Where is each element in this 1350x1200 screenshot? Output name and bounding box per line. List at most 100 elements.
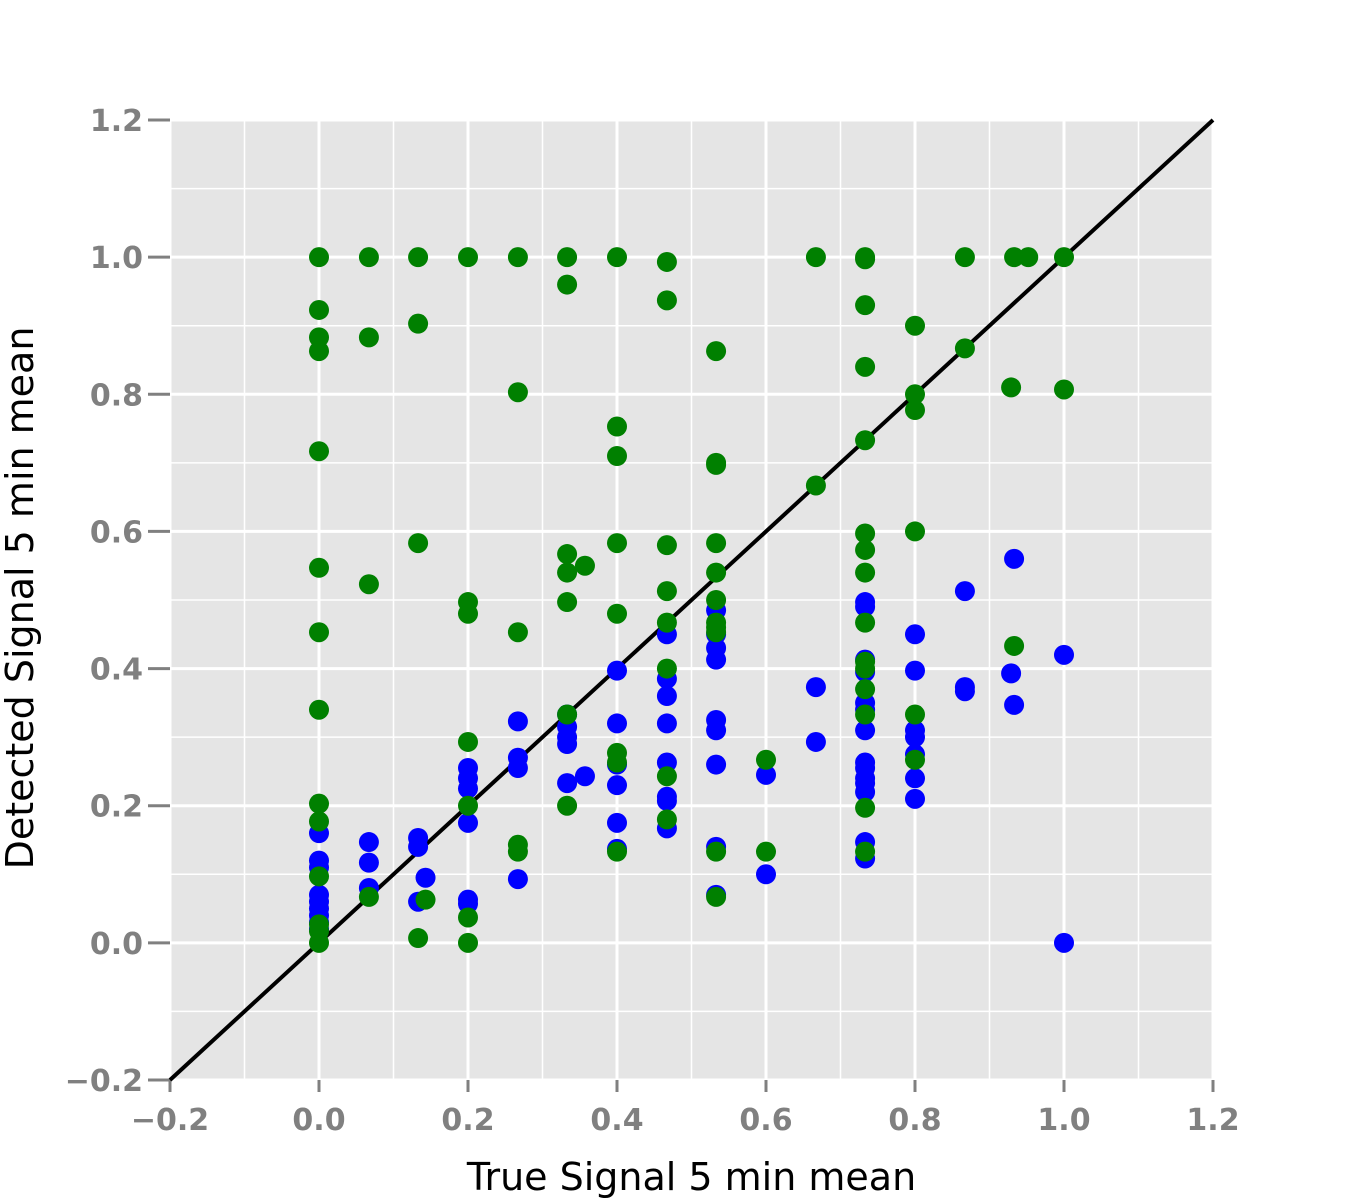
y-axis-label: Detected Signal 5 min mean (0, 327, 42, 870)
data-point (1004, 247, 1025, 268)
data-point (408, 247, 429, 268)
y-tick-label: 0.6 (90, 515, 143, 550)
data-point (805, 475, 826, 496)
data-point (855, 295, 876, 316)
data-point (607, 841, 627, 862)
data-point (756, 764, 776, 785)
data-point (706, 533, 727, 554)
data-point (309, 932, 329, 953)
data-point (855, 562, 876, 583)
data-point (507, 869, 528, 890)
data-point (458, 907, 478, 928)
data-point (415, 867, 436, 888)
data-point (656, 752, 677, 773)
data-point (557, 544, 578, 565)
data-point (855, 523, 876, 544)
data-point (557, 592, 578, 613)
data-point (358, 247, 379, 268)
data-point (607, 446, 627, 466)
data-point (805, 677, 826, 698)
data-point (954, 681, 975, 702)
data-point (507, 382, 528, 403)
data-point (855, 841, 876, 862)
data-point (656, 612, 677, 633)
data-point (408, 533, 429, 554)
data-point (706, 754, 727, 775)
data-point (656, 251, 677, 272)
data-point (358, 327, 379, 348)
y-tick-label: 0.0 (90, 927, 143, 962)
x-tick-label: 1.2 (1186, 1103, 1239, 1138)
data-point (656, 713, 677, 734)
data-point (656, 766, 677, 787)
data-point (706, 341, 727, 362)
data-point (1018, 247, 1039, 268)
data-point (706, 622, 727, 643)
series-1 (309, 247, 1074, 953)
data-point (358, 832, 379, 853)
data-point (756, 841, 776, 862)
x-tick-label: −0.2 (131, 1103, 209, 1138)
data-point (458, 893, 478, 914)
data-point (855, 356, 876, 377)
data-point (607, 533, 627, 554)
data-point (905, 660, 925, 681)
data-point (458, 247, 478, 268)
data-point (574, 555, 595, 576)
data-point (309, 793, 329, 814)
data-point (905, 704, 925, 725)
data-point (309, 247, 329, 268)
data-point (706, 886, 727, 907)
data-point (557, 247, 578, 268)
data-point (905, 521, 925, 542)
x-tick-label: 0.8 (888, 1103, 941, 1138)
data-point (805, 731, 826, 752)
y-tick-label: −0.2 (65, 1064, 143, 1099)
data-point (309, 866, 329, 887)
x-tick-label: 0.4 (590, 1103, 643, 1138)
data-point (855, 704, 876, 725)
data-point (756, 749, 776, 770)
data-point (309, 557, 329, 578)
data-point (656, 535, 677, 556)
data-point (557, 734, 578, 754)
data-point (706, 649, 727, 670)
data-point (607, 660, 627, 681)
data-point (309, 622, 329, 643)
data-point (905, 788, 925, 809)
data-point (607, 603, 627, 624)
data-point (954, 581, 975, 602)
y-tick-label: 0.8 (90, 378, 143, 413)
x-tick-label: 0.2 (441, 1103, 494, 1138)
data-point (706, 562, 727, 583)
data-point (706, 590, 727, 610)
data-point (309, 699, 329, 720)
data-point (309, 299, 329, 320)
data-point (954, 247, 975, 268)
data-point (656, 658, 677, 679)
data-point (656, 581, 677, 602)
data-point (507, 841, 528, 862)
data-point (309, 441, 329, 462)
y-tick-label: 1.2 (90, 104, 143, 139)
data-point (656, 809, 677, 830)
data-point (656, 686, 677, 706)
data-point (607, 247, 627, 268)
data-point (408, 313, 429, 334)
data-point (855, 658, 876, 679)
data-point (706, 841, 727, 862)
x-tick-label: 1.0 (1037, 1103, 1090, 1138)
x-tick-label: 0.6 (739, 1103, 792, 1138)
data-point (507, 711, 528, 732)
data-point (855, 782, 876, 802)
data-point (607, 416, 627, 437)
y-tick-label: 1.0 (90, 241, 143, 276)
data-point (507, 758, 528, 778)
data-point (905, 315, 925, 336)
data-point (574, 766, 595, 787)
data-point (458, 778, 478, 799)
data-point (855, 430, 876, 451)
reference-line (168, 118, 1215, 1082)
data-point (1004, 548, 1025, 569)
data-point (557, 562, 578, 583)
